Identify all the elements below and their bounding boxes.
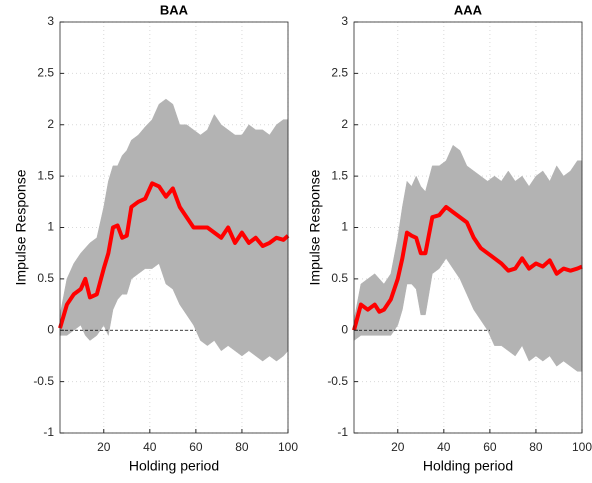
confidence-band: [353, 144, 583, 372]
response-line: [352, 204, 583, 331]
y-tick-label: -0.5: [327, 374, 348, 388]
y-tick-label: 2.5: [37, 66, 54, 80]
y-tick-label: 0.5: [37, 271, 54, 285]
x-tick-label: 40: [143, 440, 157, 454]
y-tick-label: -1: [43, 425, 54, 439]
y-tick-label: 3: [341, 14, 348, 28]
y-tick-label: 1: [47, 220, 54, 234]
y-tick-label: 1.5: [37, 168, 54, 182]
x-tick-label: 80: [529, 440, 543, 454]
y-tick-label: 0.5: [331, 271, 348, 285]
y-tick-label: 1.5: [331, 168, 348, 182]
x-tick-label: 60: [189, 440, 203, 454]
confidence-band: [59, 98, 289, 362]
y-axis-label: Impulse Response: [307, 169, 323, 285]
y-axis-label: Impulse Response: [13, 169, 29, 285]
y-tick-label: -0.5: [33, 374, 54, 388]
x-tick-label: 100: [572, 440, 592, 454]
y-tick-label: 0: [47, 322, 54, 336]
x-axis-label: Holding period: [129, 458, 219, 474]
response-line: [58, 181, 290, 329]
x-tick-label: 20: [97, 440, 111, 454]
x-tick-label: 60: [483, 440, 497, 454]
y-tick-label: 3: [47, 14, 54, 28]
x-tick-label: 40: [437, 440, 451, 454]
y-tick-label: 1: [341, 220, 348, 234]
y-tick-label: 2: [47, 117, 54, 131]
x-tick-label: 80: [235, 440, 249, 454]
y-tick-label: -1: [337, 425, 348, 439]
y-tick-label: 2: [341, 117, 348, 131]
x-tick-label: 20: [391, 440, 405, 454]
x-axis-label: Holding period: [423, 458, 513, 474]
x-tick-label: 100: [278, 440, 298, 454]
chart-title: BAA: [160, 2, 189, 17]
y-tick-label: 2.5: [331, 66, 348, 80]
chart-title: AAA: [454, 2, 483, 17]
y-tick-label: 0: [341, 322, 348, 336]
